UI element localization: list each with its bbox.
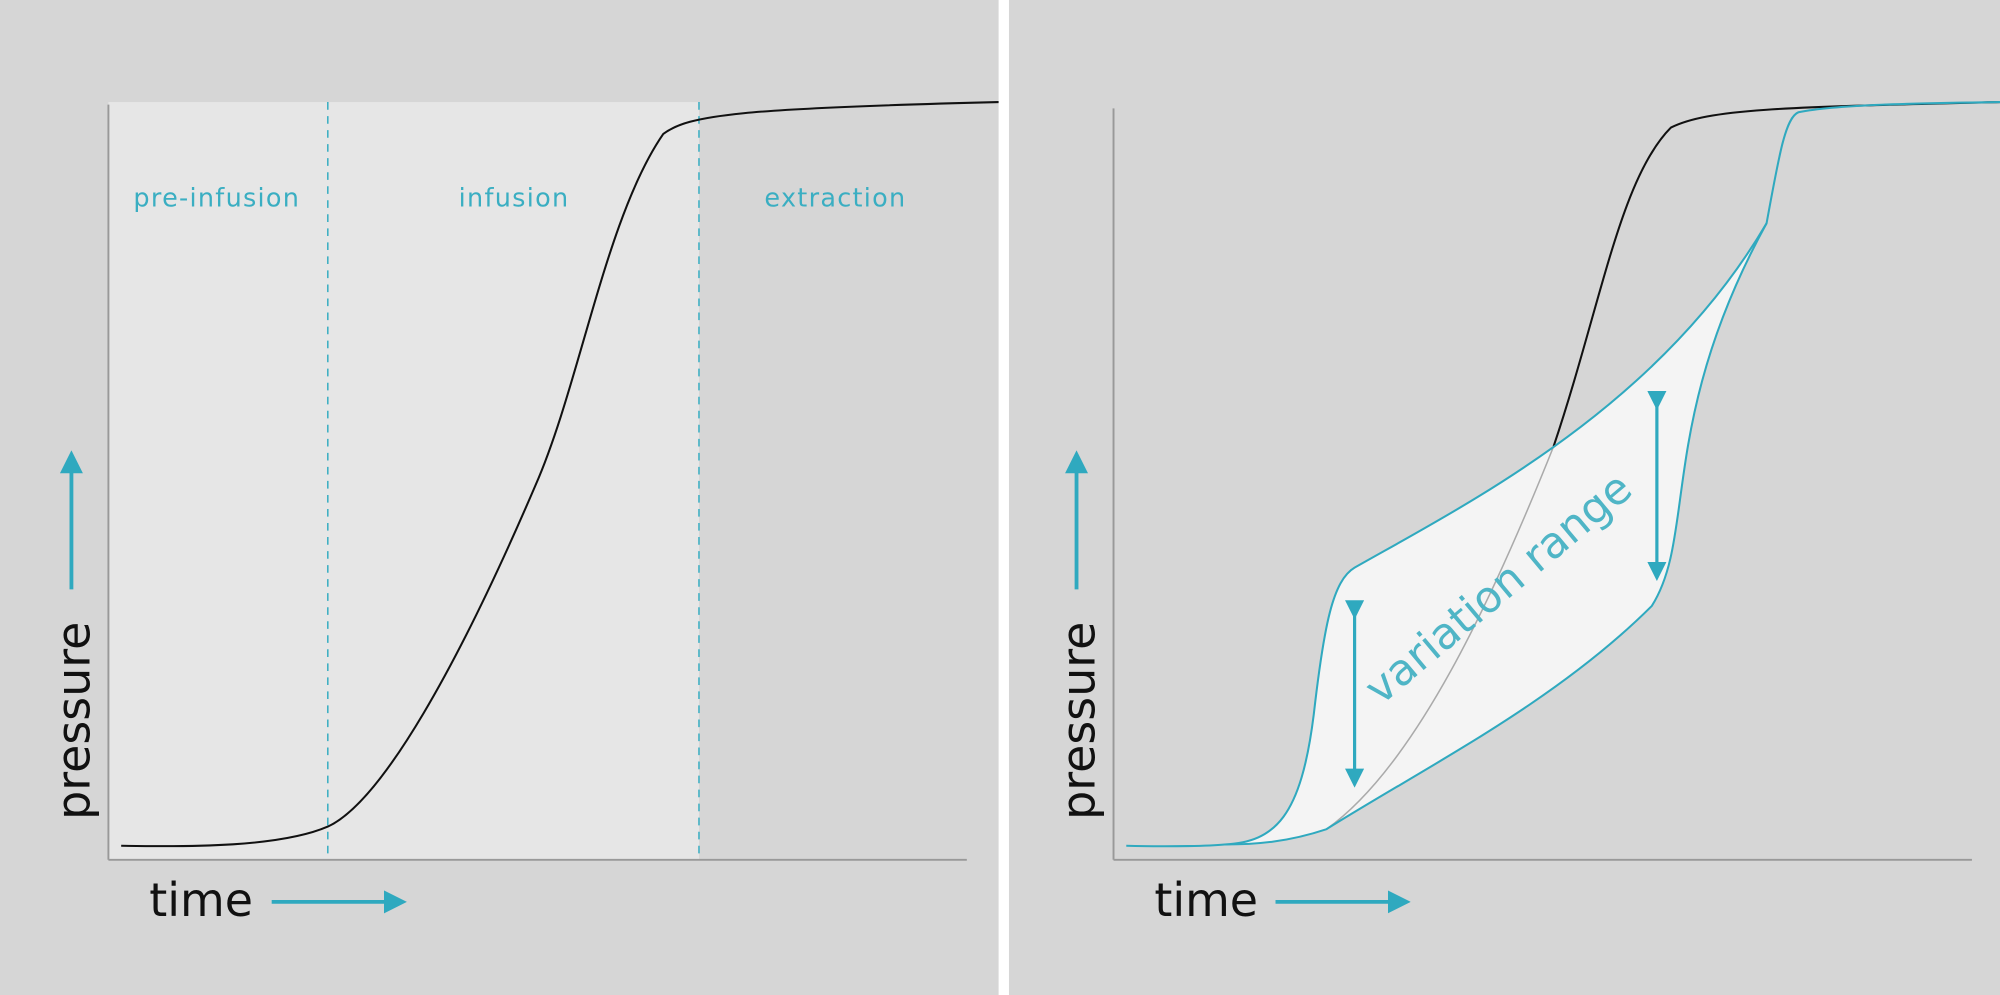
divider [998,0,1009,995]
lower-curve [1224,222,1768,846]
phase-label: extraction [764,184,906,214]
y-axis-label: pressure [1051,622,1105,820]
reference-curve [1552,101,2000,447]
phase-area [108,102,699,860]
left-panel: pre-infusion infusion extraction pressur… [0,0,999,995]
reference-curve [1326,446,1555,830]
right-panel: variation range pressure time [1008,0,2000,995]
upper-curve [1126,101,2000,848]
phase-label: pre-infusion [133,184,300,214]
x-axis-label: time [1154,873,1258,927]
x-axis-label: time [149,873,253,927]
y-axis-label: pressure [46,622,100,820]
phase-label: infusion [459,184,570,214]
pressure-curve [121,101,999,848]
